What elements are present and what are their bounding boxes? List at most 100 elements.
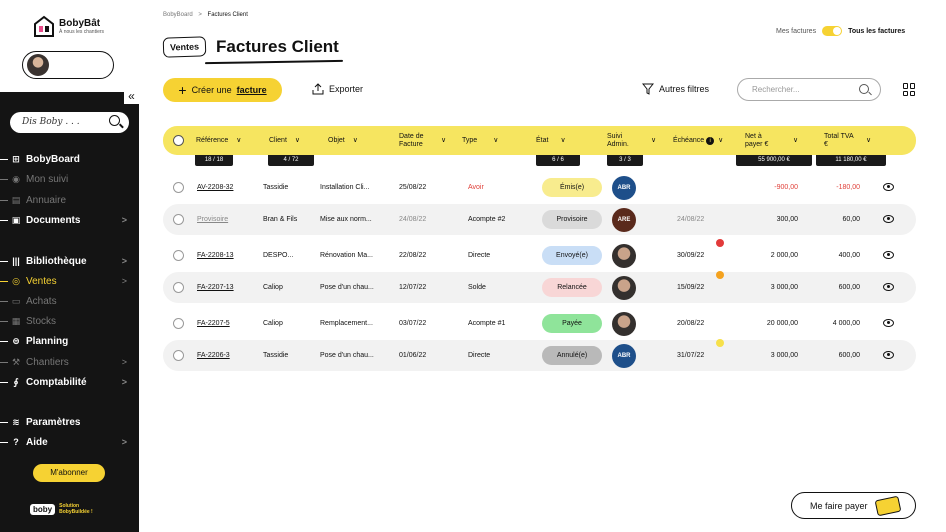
search-input[interactable]: Rechercher... — [737, 78, 881, 101]
status-badge[interactable]: Relancée — [542, 278, 602, 297]
sidebar-item-paramtres[interactable]: ≋ Paramètres — [0, 412, 139, 432]
invoice-date: 03/07/22 — [399, 320, 427, 327]
status-badge[interactable]: Payée — [542, 314, 602, 333]
client-name: Caliop — [263, 284, 283, 291]
grid-view-icon[interactable] — [903, 83, 916, 96]
admin-avatar — [612, 311, 636, 336]
view-eye-icon[interactable] — [883, 351, 894, 359]
column-header-net[interactable]: Net à payer € ∨ — [745, 126, 805, 155]
view-eye-icon[interactable] — [883, 319, 894, 327]
status-badge[interactable]: Annulé(e) — [542, 346, 602, 365]
column-header-type[interactable]: Type ∨ — [462, 126, 498, 155]
view-eye-icon[interactable] — [883, 251, 894, 259]
sidebar-item-documents[interactable]: ▣ Documents > — [0, 210, 139, 230]
create-invoice-button[interactable]: + Créer une facture — [163, 78, 282, 102]
nav-dash — [0, 178, 8, 180]
status-badge[interactable]: Provisoire — [542, 210, 602, 229]
table-header: Référence ∨ Client ∨ Objet ∨ Date de Factur… — [163, 126, 916, 155]
sidebar-header: BobyBât À nous les chantiers Salut Pierr… — [0, 0, 139, 92]
row-checkbox[interactable] — [173, 350, 184, 361]
status-badge[interactable]: Émis(e) — [542, 178, 602, 197]
sidebar-item-aide[interactable]: ? Aide > — [0, 432, 139, 452]
export-button[interactable]: Exporter — [312, 83, 363, 95]
invoice-reference-link[interactable]: FA-2208-13 — [197, 252, 234, 259]
column-header-tva[interactable]: Total TVA € ∨ — [824, 126, 884, 155]
column-header-suivi[interactable]: Suivi Admin. ∨ — [607, 126, 657, 155]
sidebar-item-label: Stocks — [26, 315, 57, 327]
scope-switch[interactable] — [822, 26, 843, 36]
user-avatar — [27, 54, 49, 76]
search-icon — [109, 115, 120, 126]
sidebar-item-achats[interactable]: ▭ Achats — [0, 291, 139, 311]
column-header-etat[interactable]: État ∨ — [536, 126, 566, 155]
table-row[interactable]: FA-2207-13 Caliop Pose d'un chau... 12/07/2… — [163, 271, 916, 303]
status-label: Annulé(e) — [556, 352, 588, 359]
status-badge[interactable]: Envoyé(e) — [542, 246, 602, 265]
sidebar-item-monsuivi[interactable]: ◉ Mon suivi — [0, 169, 139, 189]
table-row[interactable]: AV-2208-32 Tassidie Installation Cli... 25/… — [163, 172, 916, 203]
sidebar-item-chantiers[interactable]: ⚒ Chantiers > — [0, 352, 139, 372]
count-badge-net: 55 900,00 € — [736, 155, 812, 166]
sidebar-item-ventes[interactable]: ◎ Ventes > — [0, 271, 139, 291]
footer-solution: Solution BobyBuildée ! — [59, 503, 93, 515]
row-checkbox[interactable] — [173, 250, 184, 261]
more-filters-button[interactable]: Autres filtres — [642, 83, 709, 95]
nav-dash — [0, 219, 8, 221]
sidebar-search[interactable]: Dis Boby . . . — [10, 112, 129, 133]
count-badge-tva: 11 180,00 € — [816, 155, 886, 166]
get-paid-button[interactable]: Me faire payer — [791, 492, 916, 519]
column-header-reference[interactable]: Référence ∨ — [196, 126, 241, 155]
column-header-date[interactable]: Date de Facture ∨ — [399, 126, 459, 155]
collapse-sidebar-icon[interactable]: « — [124, 90, 139, 104]
table-row[interactable]: FA-2207-5 Caliop Remplacement... 03/07/22 Ac… — [163, 308, 916, 339]
breadcrumb-current: Factures Client — [207, 12, 248, 18]
toggle-right-label: Tous les factures — [848, 27, 906, 35]
table-row[interactable]: FA-2208-13 DESPO... Rénovation Ma... 22/08/… — [163, 239, 916, 271]
table-row[interactable]: Provisoire Bran & Fils Mise aux norm... 24/… — [163, 204, 916, 235]
table-row[interactable]: FA-2206-3 Tassidie Pose d'un chau... 01/06/… — [163, 339, 916, 371]
column-header-echeance[interactable]: Échéance i ∨ — [673, 126, 723, 155]
invoice-type: Avoir — [468, 184, 484, 191]
sidebar-item-bobyboard[interactable]: ⊞ BobyBoard — [0, 149, 139, 169]
net-amount: 2 000,00 — [770, 252, 798, 259]
view-eye-icon[interactable] — [883, 183, 894, 191]
invoice-reference-link[interactable]: FA-2207-5 — [197, 320, 230, 327]
due-date: 20/08/22 — [677, 320, 705, 327]
column-header-objet[interactable]: Objet ∨ — [328, 126, 358, 155]
sidebar-item-comptabilit[interactable]: ∮ Comptabilité > — [0, 372, 139, 392]
create-word: facture — [236, 85, 267, 95]
invoice-reference-link[interactable]: FA-2206-3 — [197, 352, 230, 359]
net-amount: 3 000,00 — [770, 352, 798, 359]
breadcrumb-root[interactable]: BobyBoard — [163, 12, 193, 18]
row-checkbox[interactable] — [173, 214, 184, 225]
nav-dash — [0, 300, 8, 302]
view-eye-icon[interactable] — [883, 283, 894, 291]
row-checkbox[interactable] — [173, 318, 184, 329]
invoice-reference-link[interactable]: FA-2207-13 — [197, 284, 234, 291]
admin-avatar — [612, 275, 636, 300]
view-eye-icon[interactable] — [883, 215, 894, 223]
invoice-reference-link[interactable]: Provisoire — [197, 216, 229, 223]
user-profile-button[interactable]: Salut Pierre — [22, 51, 114, 79]
chevron-down-icon: ∨ — [294, 136, 301, 144]
sidebar-item-bibliothque[interactable]: ||| Bibliothèque > — [0, 251, 139, 271]
settings-icon: ≋ — [12, 416, 20, 427]
chevron-down-icon: ∨ — [236, 136, 242, 144]
subscribe-button[interactable]: M'abonner — [33, 464, 105, 482]
net-amount: 20 000,00 — [766, 320, 798, 327]
net-amount: 300,00 — [776, 216, 798, 223]
sidebar-item-stocks[interactable]: ▦ Stocks — [0, 311, 139, 331]
column-header-client[interactable]: Client ∨ — [269, 126, 300, 155]
sidebar-item-annuaire[interactable]: ▤ Annuaire — [0, 190, 139, 210]
app-logo[interactable]: BobyBât À nous les chantiers — [34, 15, 104, 37]
planning-icon: ⊜ — [12, 335, 20, 346]
select-all-checkbox[interactable] — [173, 135, 184, 146]
row-checkbox[interactable] — [173, 282, 184, 293]
chevron-right-icon: > — [121, 437, 127, 447]
sidebar-item-planning[interactable]: ⊜ Planning — [0, 331, 139, 351]
invoice-reference-link[interactable]: AV-2208-32 — [197, 184, 234, 191]
sidebar-item-label: Documents — [26, 214, 81, 226]
row-checkbox[interactable] — [173, 182, 184, 193]
sidebar-item-label: Planning — [26, 335, 69, 347]
